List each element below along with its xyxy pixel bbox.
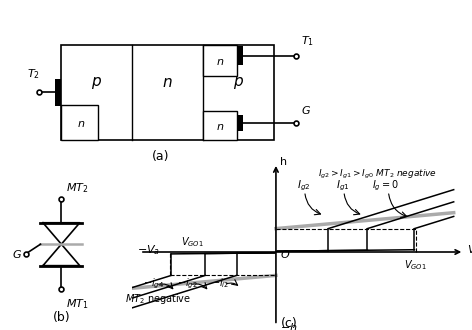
- Text: $T_1$: $T_1$: [301, 34, 314, 48]
- Text: $I_{g2}$: $I_{g2}$: [296, 179, 310, 193]
- Text: $-V_a$: $-V_a$: [137, 243, 160, 256]
- Text: $n$: $n$: [216, 122, 224, 132]
- Bar: [61, 105, 98, 140]
- Text: $T_2$: $T_2$: [26, 67, 40, 81]
- Bar: [237, 46, 243, 65]
- Bar: [61, 45, 274, 140]
- Text: $G$: $G$: [301, 104, 311, 116]
- Text: $n$: $n$: [77, 119, 86, 129]
- Polygon shape: [43, 244, 80, 266]
- Text: $MT_2$: $MT_2$: [66, 182, 88, 195]
- Text: $V_a$: $V_a$: [467, 243, 472, 256]
- Bar: [203, 45, 237, 76]
- Text: $-i_{i2}$: $-i_{i2}$: [211, 276, 229, 290]
- Text: $V_{GO1}$: $V_{GO1}$: [181, 235, 204, 248]
- Text: $n$: $n$: [216, 57, 224, 67]
- Text: $MT_2$ negative: $MT_2$ negative: [125, 292, 192, 306]
- Bar: [203, 111, 237, 140]
- Bar: [237, 115, 243, 131]
- Text: $I_g = 0$: $I_g = 0$: [372, 179, 399, 193]
- Text: h: h: [280, 156, 287, 167]
- Text: (b): (b): [52, 312, 70, 324]
- Text: $-i_{g2}$: $-i_{g2}$: [177, 277, 197, 291]
- Text: $I_{g2}{>}I_{g1}{>}I_{g0}\ MT_2$ negative: $I_{g2}{>}I_{g1}{>}I_{g0}\ MT_2$ negativ…: [318, 167, 437, 181]
- Text: $-h$: $-h$: [280, 321, 297, 330]
- Text: $n$: $n$: [162, 75, 173, 90]
- Text: (a): (a): [152, 150, 169, 163]
- Text: $I_{g1}$: $I_{g1}$: [336, 179, 349, 193]
- Text: $V_{GO1}$: $V_{GO1}$: [405, 258, 427, 272]
- Text: $p$: $p$: [233, 75, 244, 91]
- Polygon shape: [43, 223, 80, 244]
- Text: $O$: $O$: [280, 248, 290, 260]
- Bar: [55, 79, 61, 106]
- Text: $MT_1$: $MT_1$: [66, 297, 88, 311]
- Text: $p$: $p$: [91, 75, 102, 91]
- Text: $-i_{g4}$: $-i_{g4}$: [143, 277, 164, 291]
- Text: $G$: $G$: [12, 248, 22, 260]
- Text: (c): (c): [281, 317, 297, 330]
